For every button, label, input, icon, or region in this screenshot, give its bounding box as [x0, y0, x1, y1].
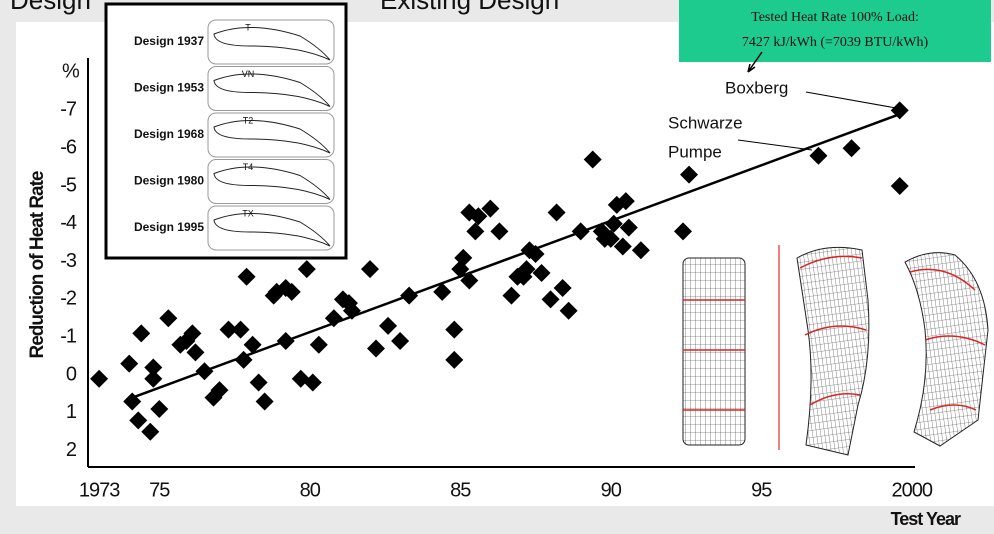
design-frame: [208, 20, 334, 64]
design-inset: Design 1937 T Design 1953 VN Design 1968 T2 De…: [106, 4, 346, 258]
design-code: VN: [242, 69, 255, 79]
y-axis-label: Reduction of Heat Rate: [27, 171, 48, 358]
y-tick-label: 1: [66, 401, 77, 423]
design-frame: [208, 113, 334, 157]
design-code: T2: [243, 115, 254, 125]
title-part: Existing Design: [380, 0, 559, 15]
y-tick-label: -7: [60, 99, 77, 121]
y-tick-label: -1: [60, 325, 77, 347]
x-tick-label: 75: [149, 479, 170, 501]
x-tick-label: 1973: [79, 479, 120, 501]
design-label: Design 1953: [134, 81, 204, 95]
design-code: T: [245, 22, 251, 32]
y-tick-label: 0: [66, 363, 77, 385]
design-label: Design 1995: [134, 220, 204, 234]
blade-mesh: [683, 258, 745, 445]
note-text: Tested Heat Rate 100% Load:: [751, 10, 919, 25]
design-frame: [208, 206, 334, 250]
y-tick-label: -5: [60, 174, 77, 196]
y-unit: %: [62, 60, 80, 82]
y-tick-label: -2: [60, 288, 77, 310]
annotation: Pumpe: [668, 142, 722, 161]
page: {"chart_data": { "type": "scatter", "tit…: [0, 0, 994, 534]
design-code: TX: [242, 208, 254, 218]
y-tick-label: -6: [60, 136, 77, 158]
x-tick-label: 95: [751, 479, 772, 501]
annotation: Schwarze: [668, 113, 743, 132]
annotation: Boxberg: [725, 78, 788, 97]
design-label: Design 1968: [134, 127, 204, 141]
x-tick-label: 2000: [891, 479, 932, 501]
y-tick-label: -4: [60, 212, 77, 234]
y-tick-label: -3: [60, 250, 77, 272]
blade-images: [683, 245, 988, 455]
x-tick-label: 85: [450, 479, 471, 501]
design-frame: [208, 160, 334, 204]
x-tick-label: 90: [601, 479, 622, 501]
design-label: Design 1980: [134, 174, 204, 188]
x-axis-label: Test Year: [891, 509, 961, 529]
chart: Design Existing Design % Reduction of He…: [0, 0, 994, 534]
x-tick-label: 80: [300, 479, 321, 501]
design-code: T4: [243, 162, 254, 172]
y-tick-label: 2: [66, 439, 77, 461]
design-frame: [208, 67, 334, 111]
note-text: 7427 kJ/kWh (=7039 BTU/kWh): [742, 35, 929, 50]
design-label: Design 1937: [134, 34, 204, 48]
title-part: Design: [10, 0, 91, 15]
